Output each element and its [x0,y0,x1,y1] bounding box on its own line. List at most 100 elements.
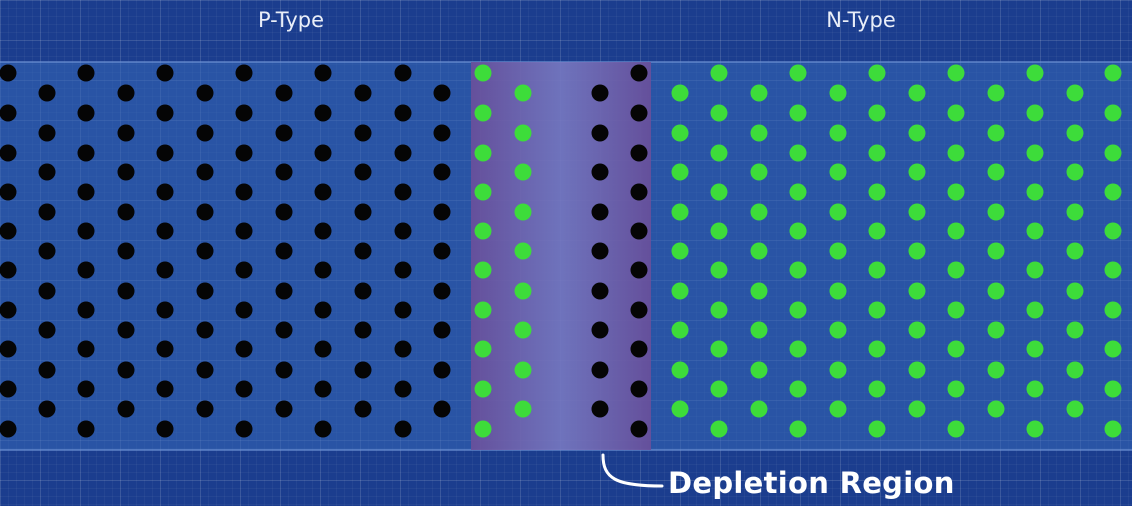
electron-dot [671,400,689,418]
hole-dot [275,203,293,221]
electron-dot [710,380,728,398]
hole-dot [77,301,95,319]
electron-dot [750,361,768,379]
electron-dot [1104,261,1122,279]
hole-dot [38,124,56,142]
hole-dot [117,242,135,260]
electron-dot [947,222,965,240]
electron-dot [1066,321,1084,339]
hole-dot [433,203,451,221]
hole-dot [117,361,135,379]
hole-dot [117,321,135,339]
electron-dot [868,420,886,438]
electron-dot [1026,144,1044,162]
electron-dot [1066,361,1084,379]
hole-dot [314,420,332,438]
carrier-dots [0,64,1122,438]
electron-dot [671,321,689,339]
electron-dot [987,400,1005,418]
p-type-label: P-Type [257,8,325,32]
electron-dot [514,163,532,181]
hole-dot [77,222,95,240]
hole-dot [630,340,648,358]
electron-dot [1026,261,1044,279]
hole-dot [433,400,451,418]
hole-dot [433,242,451,260]
hole-dot [156,183,174,201]
electron-dot [947,340,965,358]
electron-dot [987,242,1005,260]
electron-dot [868,301,886,319]
electron-dot [474,64,492,82]
electron-dot [947,104,965,122]
hole-dot [630,261,648,279]
electron-dot [868,380,886,398]
hole-dot [275,321,293,339]
hole-dot [630,380,648,398]
electron-dot [868,104,886,122]
electron-dot [789,340,807,358]
hole-dot [433,163,451,181]
hole-dot [156,301,174,319]
electron-dot [829,321,847,339]
electron-dot [474,420,492,438]
electron-dot [868,144,886,162]
hole-dot [394,104,412,122]
electron-dot [710,301,728,319]
electron-dot [514,242,532,260]
electron-dot [750,282,768,300]
hole-dot [77,144,95,162]
electron-dot [908,124,926,142]
hole-dot [394,261,412,279]
electron-dot [789,222,807,240]
electron-dot [750,321,768,339]
electron-dot [908,203,926,221]
hole-dot [38,242,56,260]
hole-dot [433,84,451,102]
electron-dot [1026,222,1044,240]
electron-dot [947,261,965,279]
electron-dot [710,340,728,358]
hole-dot [275,124,293,142]
electron-dot [671,282,689,300]
electron-dot [868,183,886,201]
hole-dot [354,321,372,339]
hole-dot [591,321,609,339]
electron-dot [474,222,492,240]
hole-dot [354,361,372,379]
hole-dot [314,340,332,358]
hole-dot [196,203,214,221]
hole-dot [394,340,412,358]
hole-dot [235,64,253,82]
hole-dot [394,183,412,201]
electron-dot [789,261,807,279]
electron-dot [1104,380,1122,398]
electron-dot [1104,420,1122,438]
hole-dot [394,64,412,82]
hole-dot [196,361,214,379]
electron-dot [1026,380,1044,398]
hole-dot [591,400,609,418]
electron-dot [829,163,847,181]
electron-dot [1066,282,1084,300]
hole-dot [77,64,95,82]
electron-dot [987,361,1005,379]
hole-dot [235,420,253,438]
depletion-callout-line [601,453,664,488]
hole-dot [77,183,95,201]
electron-dot [514,400,532,418]
electron-dot [750,163,768,181]
hole-dot [275,84,293,102]
electron-dot [514,282,532,300]
hole-dot [38,203,56,221]
electron-dot [474,380,492,398]
electron-dot [829,124,847,142]
electron-dot [789,144,807,162]
hole-dot [235,301,253,319]
electron-dot [1026,183,1044,201]
electron-dot [514,361,532,379]
electron-dot [1066,203,1084,221]
hole-dot [0,420,17,438]
